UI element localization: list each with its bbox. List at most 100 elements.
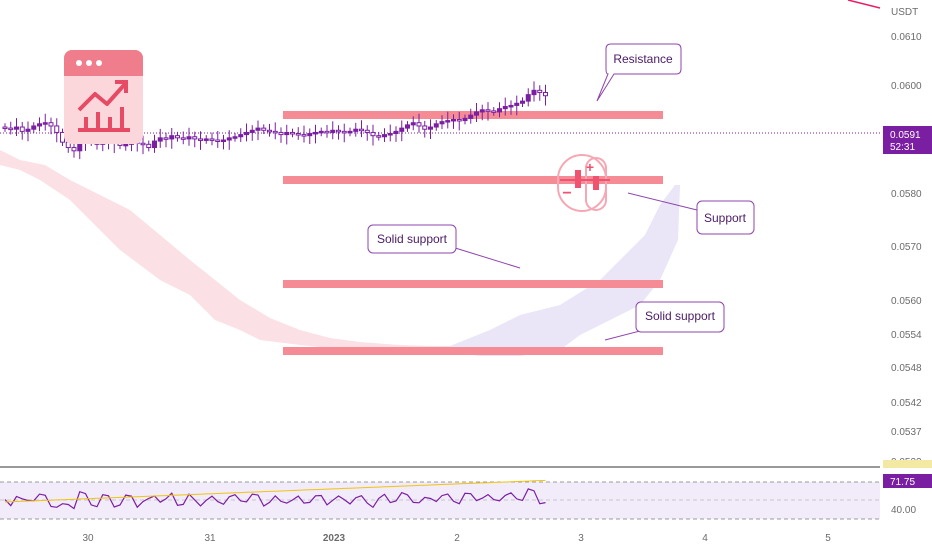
candle-body — [359, 128, 364, 132]
x-tick: 31 — [204, 533, 216, 544]
y-tick: 0.0537 — [891, 427, 922, 438]
candle-body — [19, 126, 25, 132]
price-axis: USDT 0.0610 0.0600 0.0580 0.0570 0.0560 … — [891, 7, 922, 468]
candle-body — [37, 123, 42, 127]
x-tick: 2023 — [323, 533, 346, 544]
candle-body — [186, 136, 192, 140]
candle-body — [428, 126, 433, 130]
candle-body — [491, 110, 497, 113]
y-tick: 0.0554 — [891, 330, 922, 341]
y-tick: 0.0580 — [891, 189, 922, 200]
candles-group — [2, 81, 548, 160]
candle-body — [14, 126, 19, 130]
candle-body — [203, 138, 209, 141]
candle-body — [71, 147, 77, 152]
x-tick: 5 — [825, 533, 831, 544]
candle-body — [393, 130, 399, 135]
candle-body — [324, 130, 330, 134]
candle-body — [215, 139, 221, 142]
rsi-lines — [4, 479, 546, 510]
candle-body — [502, 106, 508, 110]
candle-body — [175, 135, 180, 139]
x-tick: 30 — [82, 533, 94, 544]
candle-body — [387, 133, 393, 136]
candle-body — [531, 89, 537, 96]
candle-body — [301, 134, 307, 137]
trend-line — [847, 0, 881, 9]
candle-body — [295, 133, 301, 136]
candle-body — [48, 122, 54, 127]
rsi-ma-tag — [883, 460, 932, 468]
candle-body — [313, 131, 318, 135]
rsi-level: 40.00 — [891, 505, 916, 516]
candle-body — [209, 138, 215, 141]
candle-body — [318, 130, 324, 134]
candle-body — [479, 109, 485, 113]
solid-support-zone-lower — [283, 347, 663, 355]
candle-body — [485, 109, 491, 112]
solid-support-label-2: Solid support — [645, 309, 716, 323]
chart-growth-icon — [64, 50, 143, 144]
candle-body — [25, 128, 31, 132]
candle-body — [261, 127, 267, 131]
candle-body — [462, 117, 468, 122]
candle-body — [422, 125, 428, 130]
rsi-ma-line — [4, 479, 546, 503]
rsi-line — [4, 488, 546, 510]
time-axis: 30 31 2023 2 3 4 5 — [82, 533, 831, 544]
candle-body — [244, 131, 249, 136]
candle-body — [31, 125, 37, 130]
y-tick: 0.0548 — [891, 363, 922, 374]
solid-support-callout-2[interactable]: Solid support — [604, 301, 725, 341]
candle-body — [364, 129, 370, 133]
candle-body — [410, 122, 416, 126]
candle-body — [140, 142, 146, 146]
y-tick: 0.0542 — [891, 398, 922, 409]
countdown: 52:31 — [890, 142, 915, 153]
candle-body — [341, 130, 347, 134]
solid-support-zone-upper — [283, 280, 663, 288]
candle-body — [347, 130, 353, 134]
candle-body — [192, 136, 198, 140]
current-price-tag: 0.0591 52:31 — [883, 126, 932, 154]
candle-body — [382, 134, 387, 138]
rsi-value-tag: 71.75 — [883, 474, 932, 488]
y-tick: 0.0570 — [891, 242, 922, 253]
candle-body — [255, 127, 261, 131]
candle-body — [42, 122, 48, 125]
svg-text:−: − — [562, 185, 571, 202]
rsi-value: 71.75 — [890, 477, 915, 488]
candle-body — [399, 127, 405, 132]
candle-body — [543, 91, 548, 97]
support-callout[interactable]: Support — [627, 192, 755, 235]
solid-support-callout-1[interactable]: Solid support — [367, 224, 521, 269]
support-label: Support — [704, 211, 747, 225]
candle-body — [416, 122, 422, 127]
candle-body — [537, 89, 543, 93]
candle-body — [451, 118, 456, 122]
resistance-label: Resistance — [613, 52, 673, 66]
y-tick: 0.0560 — [891, 296, 922, 307]
y-tick: 0.0600 — [891, 81, 922, 92]
candle-body — [514, 102, 520, 106]
x-tick: 4 — [702, 533, 708, 544]
candle-body — [272, 130, 278, 134]
candle-body — [226, 137, 232, 141]
candle-body — [439, 121, 445, 125]
candle-body — [468, 114, 474, 119]
resistance-callout[interactable]: Resistance — [596, 43, 682, 102]
candle-body — [157, 137, 163, 142]
candle-body — [221, 139, 226, 142]
candle-body — [163, 137, 169, 140]
solid-support-label-1: Solid support — [377, 232, 448, 246]
candle-body — [2, 126, 8, 130]
candle-body — [525, 94, 531, 102]
candle-body — [520, 100, 525, 104]
candle-body — [307, 133, 313, 137]
candle-body — [180, 137, 186, 140]
candle-body — [238, 134, 244, 138]
candle-body — [497, 108, 502, 113]
currency-label: USDT — [891, 7, 918, 18]
candle-body — [445, 120, 451, 123]
